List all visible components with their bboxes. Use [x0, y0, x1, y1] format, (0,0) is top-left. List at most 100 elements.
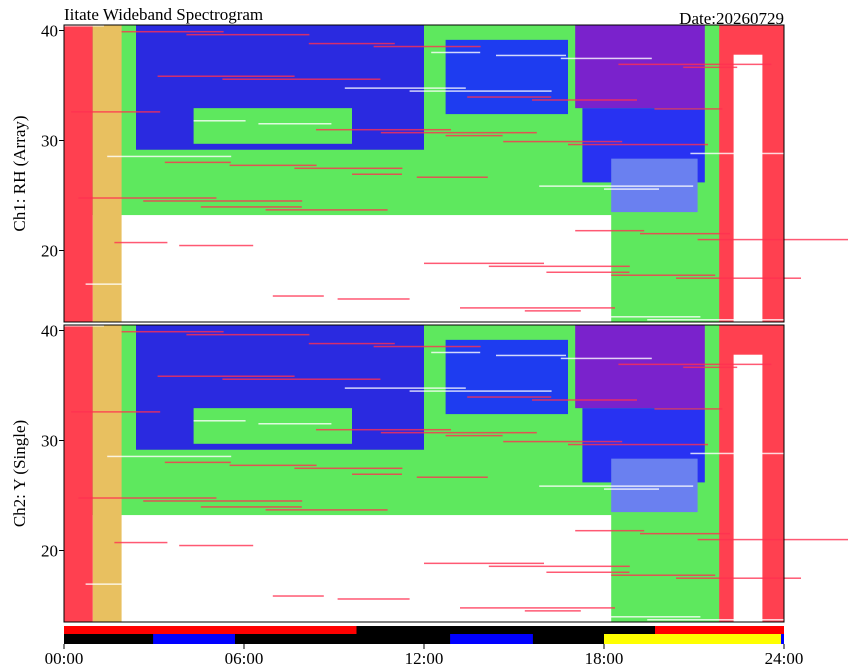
spectrogram-streak — [690, 452, 794, 455]
status-segment — [604, 634, 781, 644]
spectrogram-image — [64, 25, 848, 322]
spectrogram-region — [92, 25, 122, 322]
spectrogram-streak — [258, 423, 332, 425]
y-axis-label: Ch2: Y (Single) — [10, 420, 29, 527]
status-segment — [781, 634, 784, 644]
spectrogram-streak — [229, 164, 317, 167]
spectrogram-region — [445, 339, 568, 415]
spectrogram-streak — [539, 185, 694, 187]
spectrogram-streak — [524, 310, 581, 312]
spectrogram-streak — [676, 277, 801, 279]
spectrogram-streak — [409, 90, 552, 92]
spectrogram-streak — [143, 200, 303, 202]
spectrogram-streak — [121, 30, 224, 33]
spectrogram-streak — [488, 565, 630, 568]
spectrogram-streak — [316, 128, 451, 131]
spectrogram-streak — [460, 607, 615, 609]
x-tick-label: 00:00 — [45, 649, 84, 668]
spectrogram-streak — [380, 431, 537, 434]
spectrogram-region — [611, 158, 698, 213]
spectrogram-streak — [78, 197, 217, 199]
spectrogram-streak — [568, 143, 708, 146]
spectrogram-streak — [575, 229, 645, 232]
spectrogram-streak — [344, 387, 466, 389]
spectrogram-streak — [150, 286, 239, 288]
spectrogram-streak — [488, 265, 630, 268]
spectrogram-image — [64, 325, 848, 622]
spectrogram-streak — [157, 75, 295, 77]
spectrogram-streak — [258, 123, 332, 125]
spectrogram-streak — [424, 562, 544, 565]
status-bar-bg — [64, 634, 784, 644]
spectrogram-streak — [236, 550, 373, 553]
spectrogram-streak — [294, 167, 403, 170]
spectrogram-streak — [647, 319, 787, 321]
status-segment — [153, 634, 235, 644]
spectrogram-streak — [683, 66, 738, 69]
spectrogram-region — [64, 325, 93, 622]
spectrogram-streak — [654, 108, 723, 110]
spectrogram-streak — [582, 616, 701, 618]
spectrogram-streak — [683, 366, 738, 369]
spectrogram-streak — [532, 99, 637, 101]
spectrogram-streak — [452, 521, 559, 523]
chart-date: Date:20260729 — [679, 9, 784, 28]
spectrogram-streak — [229, 464, 317, 467]
spectrogram-streak — [114, 541, 168, 544]
spectrogram-streak — [301, 253, 459, 256]
spectrogram-streak — [272, 595, 324, 597]
spectrogram-streak — [337, 598, 410, 600]
spectrogram-streak — [445, 134, 503, 137]
spectrogram-region — [64, 25, 93, 322]
spectrogram-region — [445, 39, 568, 115]
spectrogram-streak — [416, 476, 488, 478]
status-segment — [450, 634, 533, 644]
spectrogram-streak — [265, 509, 388, 511]
chart-title: Iitate Wideband Spectrogram — [64, 5, 263, 24]
y-tick-label: 20 — [41, 542, 58, 561]
y-tick-label: 30 — [41, 432, 58, 451]
spectrogram-streak — [64, 325, 104, 327]
spectrogram-streak — [193, 420, 246, 422]
spectrogram-streak — [424, 262, 544, 265]
spectrogram-streak — [503, 440, 623, 443]
spectrogram-streak — [308, 42, 395, 45]
spectrogram-streak — [121, 330, 224, 333]
spectrogram-streak — [373, 345, 481, 348]
spectrogram-streak — [64, 25, 104, 27]
spectrogram-streak — [546, 271, 630, 274]
spectrogram-streak — [316, 428, 451, 431]
spectrogram-streak — [179, 544, 254, 547]
spectrogram-streak — [496, 354, 566, 357]
spectrogram-streak — [690, 152, 794, 155]
spectrogram-streak — [265, 209, 388, 211]
x-tick-label: 18:00 — [585, 649, 624, 668]
spectrogram-streak — [611, 574, 716, 576]
spectrogram-streak — [308, 342, 395, 345]
spectrogram-streak — [697, 538, 848, 541]
spectrogram-streak — [107, 155, 232, 158]
y-tick-label: 30 — [41, 132, 58, 151]
spectrogram-streak — [697, 238, 848, 241]
spectrogram-streak — [186, 33, 310, 36]
spectrogram-streak — [193, 120, 246, 122]
x-tick-label: 24:00 — [765, 649, 804, 668]
spectrogram-streak — [409, 390, 552, 392]
spectrogram-streak — [676, 577, 801, 579]
y-tick-label: 40 — [41, 22, 58, 41]
status-segment — [655, 626, 784, 634]
spectrogram-streak — [654, 408, 723, 410]
spectrogram-streak — [294, 467, 403, 470]
spectrogram-streak — [647, 619, 787, 621]
x-tick-label: 12:00 — [405, 649, 444, 668]
spectrogram-streak — [388, 218, 473, 220]
spectrogram-streak — [388, 518, 473, 520]
spectrogram-streak — [604, 488, 659, 490]
spectrogram-streak — [640, 532, 730, 535]
status-segment — [64, 626, 357, 634]
x-tick-label: 06:00 — [225, 649, 264, 668]
spectrogram-streak — [71, 111, 161, 113]
spectrogram-region — [193, 408, 352, 444]
spectrogram-streak — [503, 140, 623, 143]
spectrogram-streak — [496, 54, 566, 57]
